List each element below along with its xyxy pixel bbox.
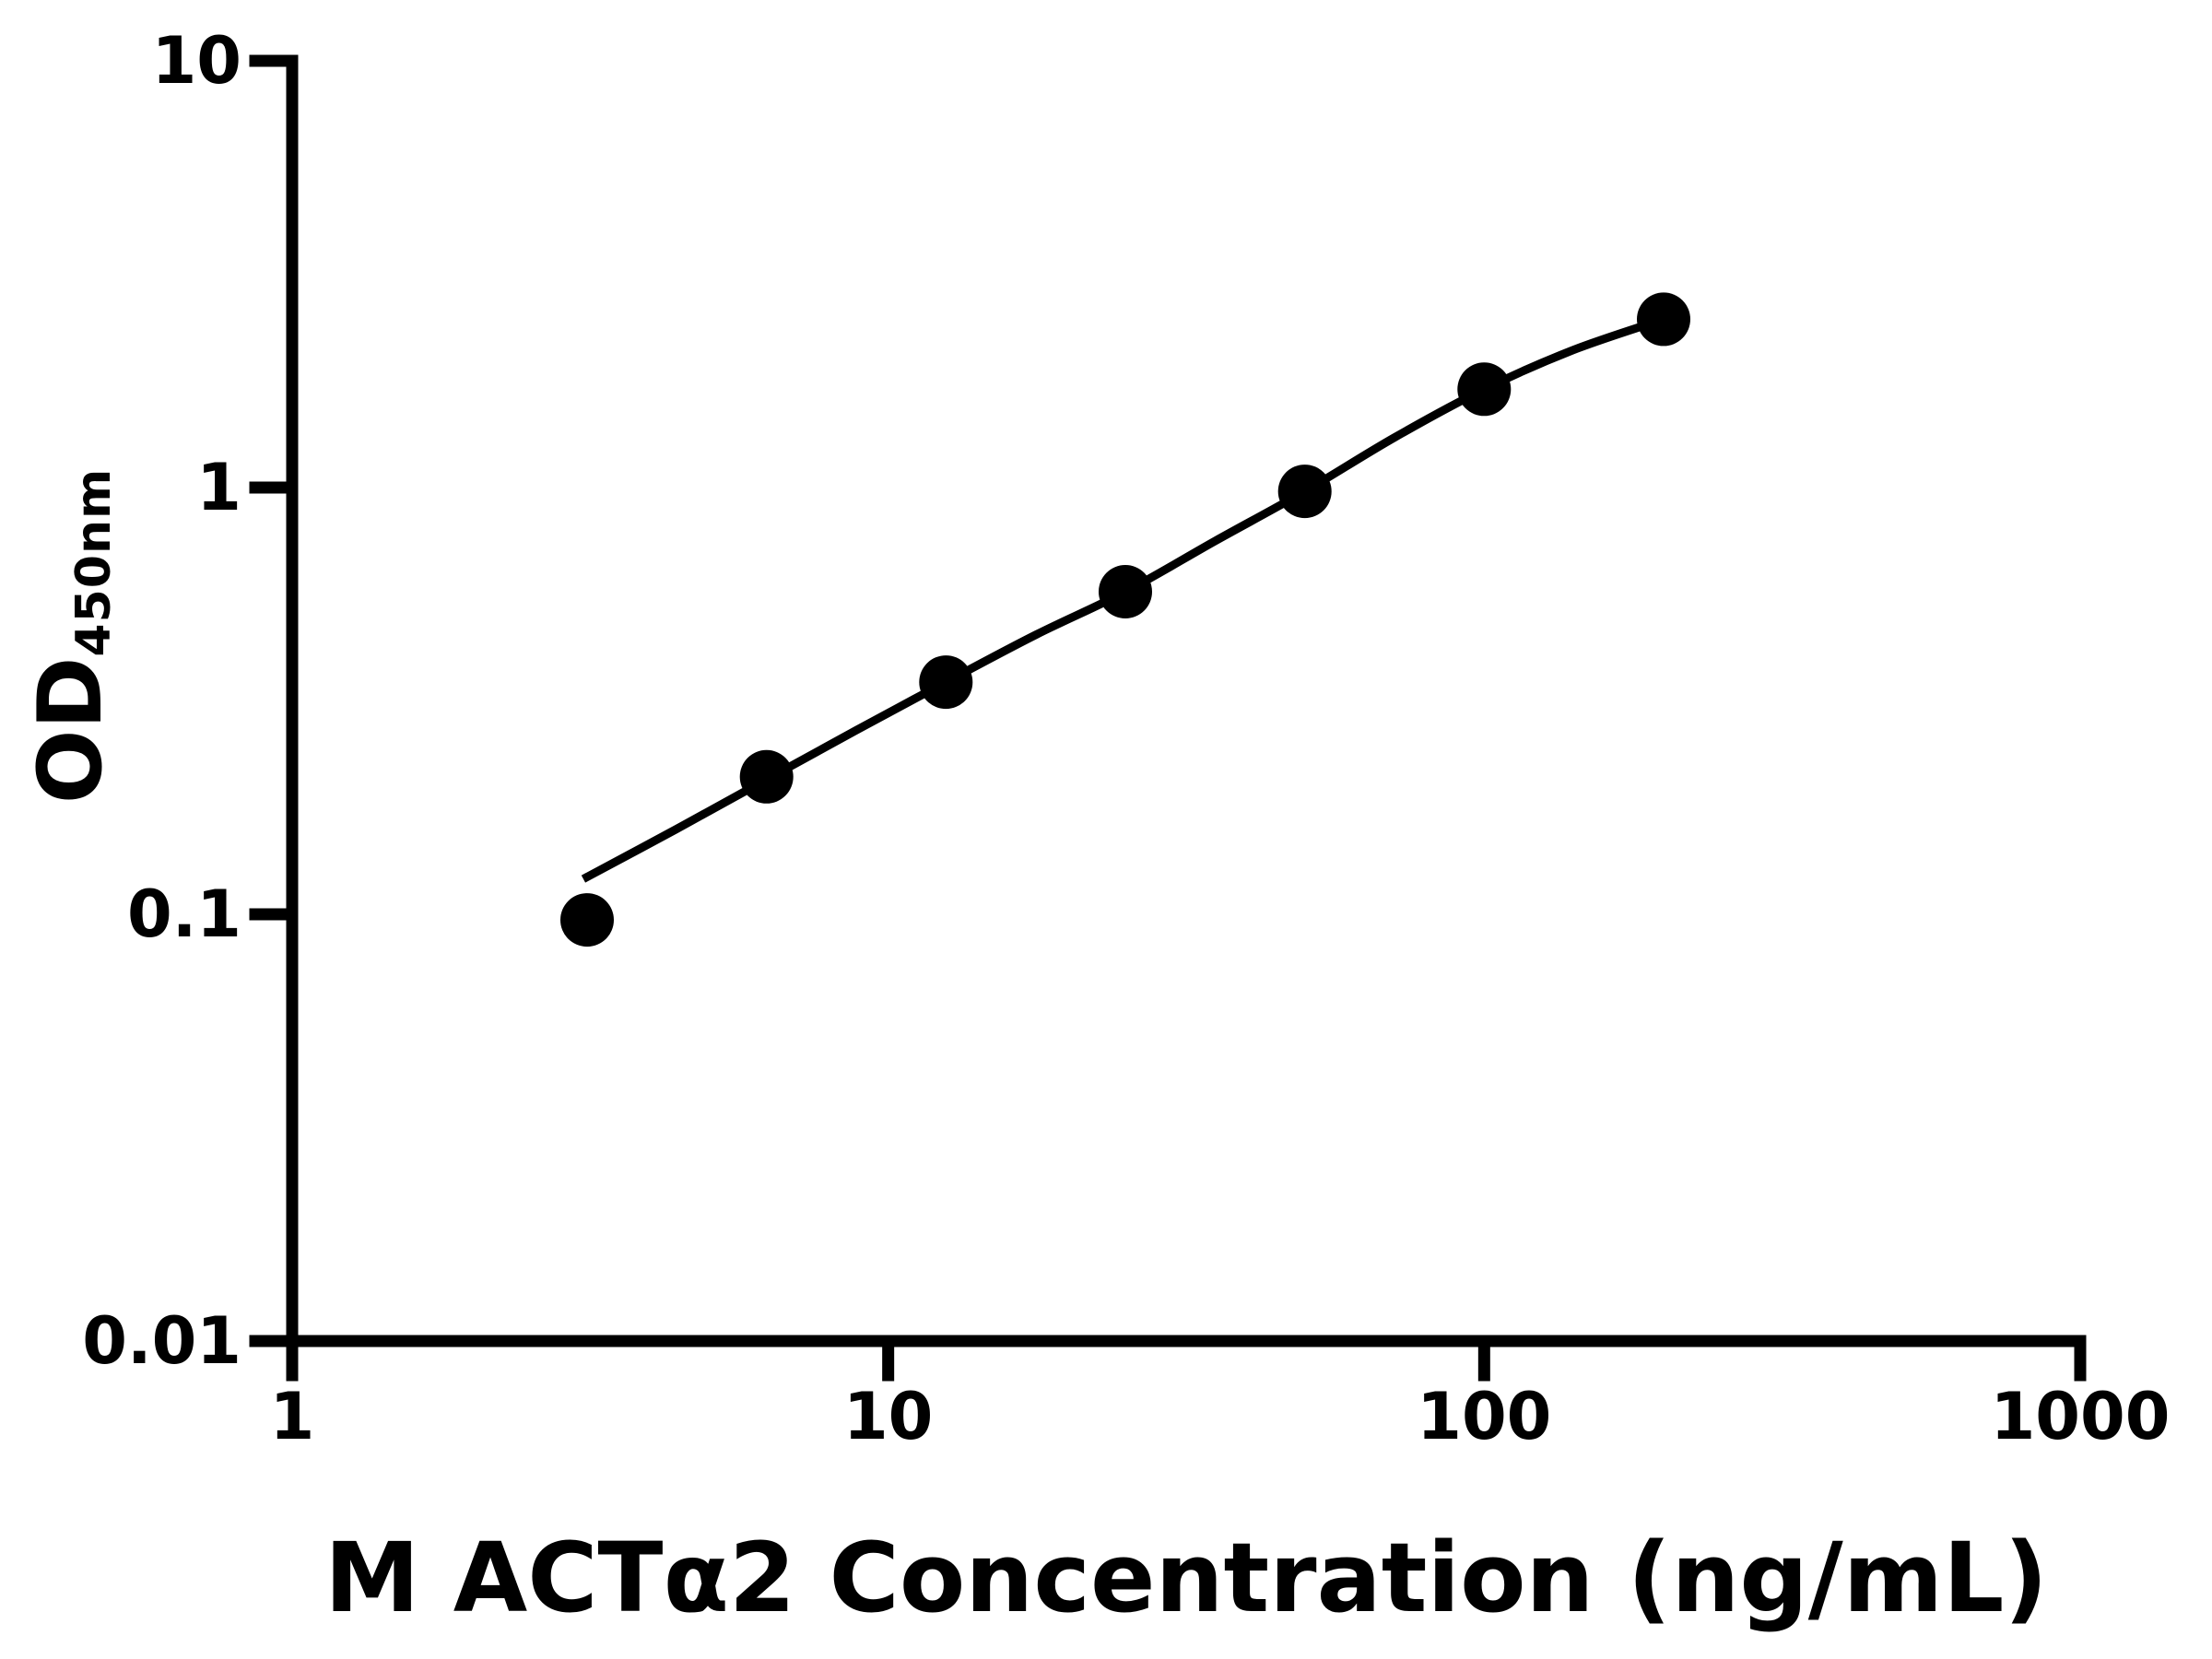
data-point bbox=[560, 893, 614, 947]
y-axis-tick-label: 1 bbox=[196, 450, 241, 525]
data-point bbox=[1457, 362, 1512, 417]
data-point bbox=[919, 655, 973, 710]
x-axis-title: M ACTα2 Concentration (ng/mL) bbox=[324, 1522, 2048, 1634]
x-axis-tick-label: 10 bbox=[842, 1379, 934, 1454]
x-axis-tick-label: 1 bbox=[269, 1379, 315, 1454]
y-axis-title-main: OD bbox=[20, 656, 122, 805]
x-axis-tick-label: 1000 bbox=[1990, 1379, 2171, 1454]
data-point bbox=[1637, 292, 1690, 347]
y-axis-tick-label: 0.01 bbox=[82, 1303, 241, 1379]
data-point bbox=[1277, 465, 1332, 519]
x-axis-tick-label: 100 bbox=[1417, 1379, 1552, 1454]
data-point bbox=[739, 749, 794, 804]
data-point bbox=[1099, 565, 1152, 618]
y-axis-title: OD450nm bbox=[16, 359, 126, 912]
y-axis-tick-label: 0.1 bbox=[126, 877, 241, 952]
y-axis-tick-label: 10 bbox=[151, 23, 241, 99]
